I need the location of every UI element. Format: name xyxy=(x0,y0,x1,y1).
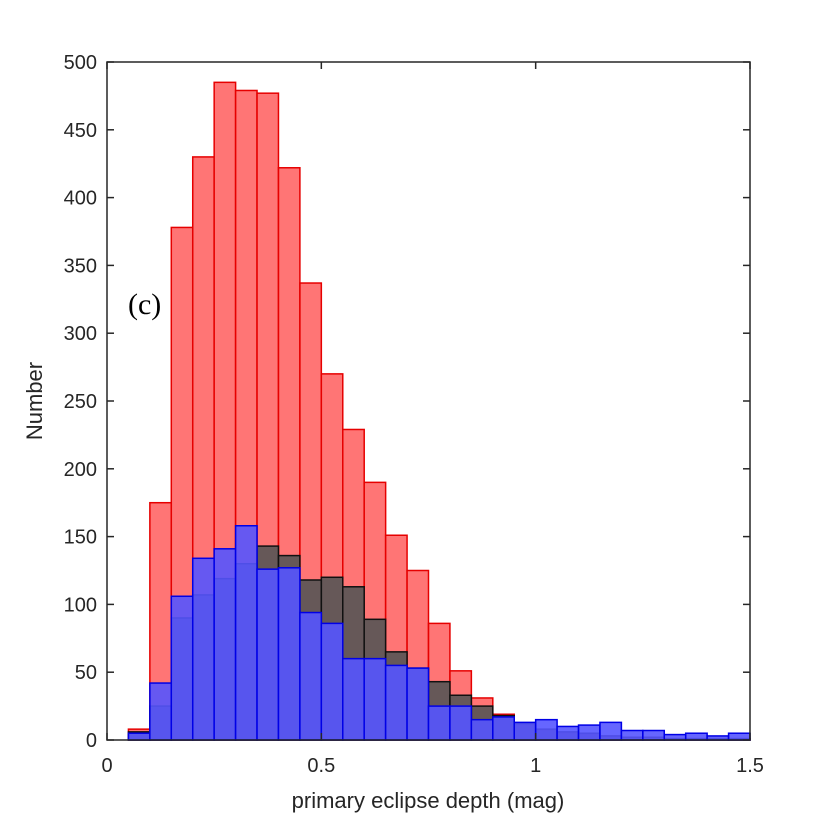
bar-series-2-bin-17 xyxy=(492,716,515,741)
bar-series-2-bin-1 xyxy=(149,682,173,741)
bar-series-2-bin-26 xyxy=(684,732,708,741)
x-tick-label: 1.5 xyxy=(736,755,764,777)
y-tick-label: 100 xyxy=(64,594,97,616)
y-tick-label: 0 xyxy=(86,730,97,752)
bar-series-2-bin-12 xyxy=(384,664,408,741)
bar-series-2-bin-3 xyxy=(191,557,215,741)
bar-series-2-bin-21 xyxy=(577,724,601,741)
bar-series-2-bin-28 xyxy=(727,732,751,741)
bar-series-2-bin-7 xyxy=(277,567,301,741)
x-tick-label: 0.5 xyxy=(307,755,335,777)
bar-series-2-bin-9 xyxy=(320,622,344,741)
y-axis-title: Number xyxy=(22,362,47,440)
bar-series-2-bin-22 xyxy=(599,721,623,741)
bar-series-2-bin-24 xyxy=(642,729,666,741)
x-tick-labels: 0 0.5 1 1.5 xyxy=(101,755,763,777)
y-tick-label: 500 xyxy=(64,52,97,74)
y-tick-label: 400 xyxy=(64,188,97,210)
y-tick-label: 350 xyxy=(64,255,97,277)
bar-series-2-bin-15 xyxy=(449,705,473,741)
bar-series-2-bin-11 xyxy=(363,657,387,741)
y-tick-label: 150 xyxy=(64,527,97,549)
bar-series-2-bin-18 xyxy=(513,721,537,741)
bar-series-2-bin-4 xyxy=(213,548,237,741)
y-tick-label: 450 xyxy=(64,120,97,142)
y-tick-label: 200 xyxy=(64,459,97,481)
bar-series-2-bin-6 xyxy=(256,568,280,741)
bar-series-2-bin-13 xyxy=(406,667,430,741)
axis-ticks xyxy=(106,61,751,741)
x-tick-label: 1 xyxy=(530,755,541,777)
y-tick-label: 250 xyxy=(64,391,97,413)
bar-series-2-bin-20 xyxy=(556,725,580,741)
y-tick-label: 50 xyxy=(75,662,97,684)
x-axis-title: primary eclipse depth (mag) xyxy=(292,788,565,813)
y-tick-label: 300 xyxy=(64,323,97,345)
y-tick-labels: 0 50 100 150 200 250 300 350 400 450 500 xyxy=(64,52,97,752)
bar-series-2-bin-8 xyxy=(299,611,323,741)
bar-series-2-bin-23 xyxy=(620,729,644,741)
bar-series-2-bin-2 xyxy=(170,595,194,741)
bar-series-2-bin-5 xyxy=(234,525,258,741)
histogram-bars xyxy=(127,81,751,741)
panel-label: (c) xyxy=(128,288,161,321)
bar-series-2-bin-16 xyxy=(470,718,494,741)
bar-series-2-bin-0 xyxy=(127,732,151,741)
bar-series-2-bin-10 xyxy=(342,657,365,741)
bar-series-2-bin-25 xyxy=(663,733,687,741)
bar-series-2-bin-19 xyxy=(534,718,558,741)
bar-series-2-bin-14 xyxy=(427,705,451,741)
x-tick-label: 0 xyxy=(101,755,112,777)
